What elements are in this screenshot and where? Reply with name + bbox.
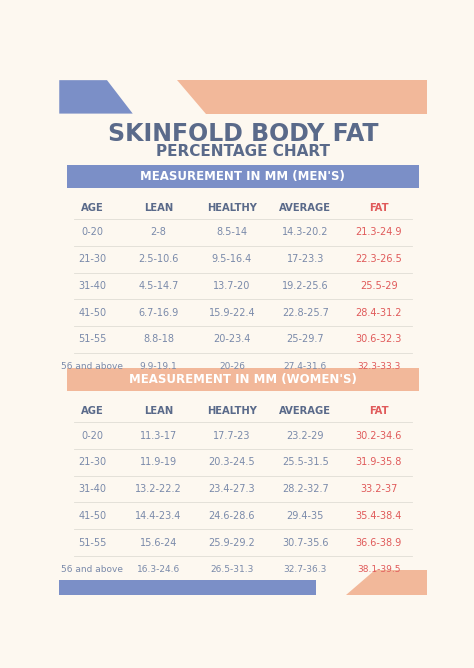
Text: 22.3-26.5: 22.3-26.5	[356, 254, 402, 264]
Text: 32.3-33.3: 32.3-33.3	[357, 361, 401, 371]
Text: LEAN: LEAN	[144, 202, 173, 212]
Text: 25.5-31.5: 25.5-31.5	[282, 458, 329, 468]
Text: 20.3-24.5: 20.3-24.5	[209, 458, 255, 468]
Text: 41-50: 41-50	[78, 308, 106, 318]
Text: 2-8: 2-8	[151, 227, 166, 237]
Text: 17-23.3: 17-23.3	[287, 254, 324, 264]
Text: 6.7-16.9: 6.7-16.9	[138, 308, 179, 318]
Text: 28.4-31.2: 28.4-31.2	[356, 308, 402, 318]
Text: 15.9-22.4: 15.9-22.4	[209, 308, 255, 318]
Text: 21-30: 21-30	[78, 254, 106, 264]
Text: 22.8-25.7: 22.8-25.7	[282, 308, 329, 318]
Text: 31.9-35.8: 31.9-35.8	[356, 458, 402, 468]
Text: 56 and above: 56 and above	[61, 565, 123, 574]
Text: 25-29.7: 25-29.7	[287, 335, 324, 345]
Text: 23.2-29: 23.2-29	[287, 431, 324, 441]
Text: 30.2-34.6: 30.2-34.6	[356, 431, 402, 441]
Text: 21-30: 21-30	[78, 458, 106, 468]
Text: AVERAGE: AVERAGE	[279, 202, 331, 212]
Polygon shape	[177, 80, 427, 114]
Text: 36.6-38.9: 36.6-38.9	[356, 538, 402, 548]
FancyBboxPatch shape	[66, 165, 419, 188]
Text: 16.3-24.6: 16.3-24.6	[137, 565, 180, 574]
Text: 15.6-24: 15.6-24	[140, 538, 177, 548]
Text: 13.7-20: 13.7-20	[213, 281, 251, 291]
Text: 14.3-20.2: 14.3-20.2	[282, 227, 328, 237]
Text: MEASUREMENT IN MM (MEN'S): MEASUREMENT IN MM (MEN'S)	[140, 170, 346, 183]
Polygon shape	[59, 80, 133, 114]
Text: 0-20: 0-20	[82, 227, 103, 237]
Text: 4.5-14.7: 4.5-14.7	[138, 281, 179, 291]
Text: 30.6-32.3: 30.6-32.3	[356, 335, 402, 345]
Text: 35.4-38.4: 35.4-38.4	[356, 511, 402, 521]
Text: 20-26: 20-26	[219, 361, 245, 371]
Text: 28.2-32.7: 28.2-32.7	[282, 484, 329, 494]
Text: 33.2-37: 33.2-37	[360, 484, 398, 494]
Text: 11.3-17: 11.3-17	[140, 431, 177, 441]
Text: 19.2-25.6: 19.2-25.6	[282, 281, 328, 291]
Text: 8.5-14: 8.5-14	[216, 227, 247, 237]
Text: 21.3-24.9: 21.3-24.9	[356, 227, 402, 237]
Text: LEAN: LEAN	[144, 406, 173, 416]
Text: 9.9-19.1: 9.9-19.1	[139, 361, 177, 371]
Text: 31-40: 31-40	[78, 484, 106, 494]
Text: AVERAGE: AVERAGE	[279, 406, 331, 416]
Text: 2.5-10.6: 2.5-10.6	[138, 254, 179, 264]
Text: 51-55: 51-55	[78, 538, 107, 548]
Text: 20-23.4: 20-23.4	[213, 335, 251, 345]
Text: FAT: FAT	[369, 202, 389, 212]
Text: MEASUREMENT IN MM (WOMEN'S): MEASUREMENT IN MM (WOMEN'S)	[129, 373, 357, 386]
Text: 14.4-23.4: 14.4-23.4	[135, 511, 182, 521]
Text: 38.1-39.5: 38.1-39.5	[357, 565, 401, 574]
Polygon shape	[59, 580, 316, 595]
Text: PERCENTAGE CHART: PERCENTAGE CHART	[156, 144, 330, 158]
Text: 29.4-35: 29.4-35	[287, 511, 324, 521]
Text: 9.5-16.4: 9.5-16.4	[212, 254, 252, 264]
Text: SKINFOLD BODY FAT: SKINFOLD BODY FAT	[108, 122, 378, 146]
Text: 17.7-23: 17.7-23	[213, 431, 251, 441]
Text: 56 and above: 56 and above	[61, 361, 123, 371]
Polygon shape	[346, 570, 427, 595]
Text: 26.5-31.3: 26.5-31.3	[210, 565, 254, 574]
Text: 32.7-36.3: 32.7-36.3	[283, 565, 327, 574]
Text: FAT: FAT	[369, 406, 389, 416]
Text: 25.5-29: 25.5-29	[360, 281, 398, 291]
Text: 25.9-29.2: 25.9-29.2	[209, 538, 255, 548]
Text: 31-40: 31-40	[78, 281, 106, 291]
Text: 30.7-35.6: 30.7-35.6	[282, 538, 328, 548]
Text: 0-20: 0-20	[82, 431, 103, 441]
Text: 27.4-31.6: 27.4-31.6	[284, 361, 327, 371]
Text: HEALTHY: HEALTHY	[207, 202, 257, 212]
Text: AGE: AGE	[81, 202, 104, 212]
Text: HEALTHY: HEALTHY	[207, 406, 257, 416]
Text: 8.8-18: 8.8-18	[143, 335, 174, 345]
Text: 41-50: 41-50	[78, 511, 106, 521]
Text: AGE: AGE	[81, 406, 104, 416]
Text: 13.2-22.2: 13.2-22.2	[135, 484, 182, 494]
Text: 23.4-27.3: 23.4-27.3	[209, 484, 255, 494]
Text: 11.9-19: 11.9-19	[140, 458, 177, 468]
Text: 51-55: 51-55	[78, 335, 107, 345]
Text: 24.6-28.6: 24.6-28.6	[209, 511, 255, 521]
FancyBboxPatch shape	[66, 368, 419, 391]
